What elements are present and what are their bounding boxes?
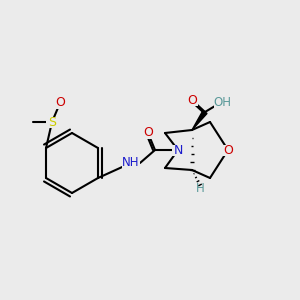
Text: O: O: [187, 94, 197, 106]
Text: S: S: [48, 116, 56, 128]
FancyBboxPatch shape: [214, 98, 230, 109]
FancyBboxPatch shape: [54, 98, 66, 109]
Text: H: H: [196, 182, 204, 194]
Text: O: O: [143, 127, 153, 140]
Text: O: O: [55, 97, 65, 110]
Text: OH: OH: [213, 97, 231, 110]
Text: NH: NH: [122, 157, 140, 169]
Polygon shape: [192, 110, 207, 130]
FancyBboxPatch shape: [46, 116, 58, 128]
FancyBboxPatch shape: [195, 183, 205, 193]
FancyBboxPatch shape: [186, 94, 198, 106]
Text: N: N: [173, 143, 183, 157]
FancyBboxPatch shape: [142, 128, 154, 139]
FancyBboxPatch shape: [222, 145, 234, 155]
FancyBboxPatch shape: [122, 157, 140, 169]
FancyBboxPatch shape: [172, 145, 184, 155]
Text: O: O: [223, 143, 233, 157]
